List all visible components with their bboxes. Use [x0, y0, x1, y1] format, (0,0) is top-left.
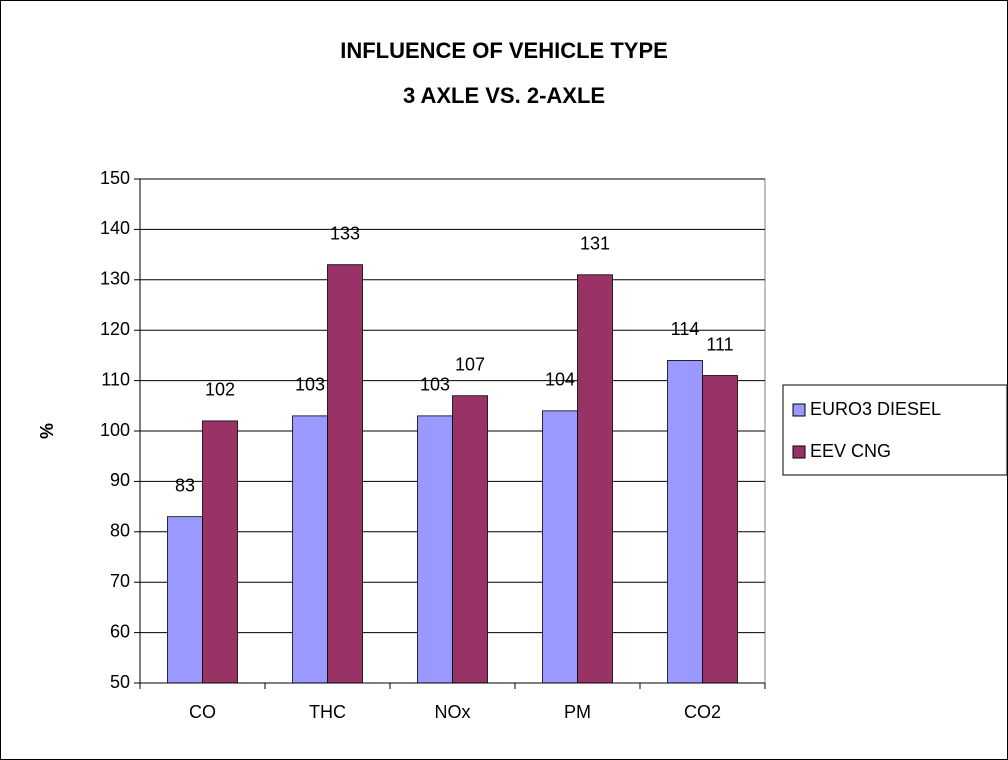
data-label: 111 [706, 334, 733, 354]
y-tick-label: 60 [110, 621, 130, 641]
bar [667, 360, 703, 684]
data-label: 103 [295, 375, 325, 395]
legend-swatch [792, 445, 806, 459]
data-label: 107 [455, 354, 485, 374]
y-tick-label: 50 [110, 672, 130, 692]
y-tick-label: 90 [110, 470, 130, 490]
legend-label: EURO3 DIESEL [810, 399, 941, 419]
y-tick-label: 120 [100, 319, 130, 339]
y-tick-label: 80 [110, 521, 130, 541]
x-tick-label: NOx [435, 702, 471, 722]
y-tick-label: 100 [100, 420, 130, 440]
y-axis-label: % [37, 423, 57, 439]
data-label: 104 [545, 370, 575, 390]
y-tick-label: 70 [110, 571, 130, 591]
legend-swatch [792, 403, 806, 417]
x-tick-label: PM [564, 702, 591, 722]
data-label: 103 [420, 375, 450, 395]
x-tick-label: THC [309, 702, 346, 722]
bar [452, 395, 488, 684]
bar [202, 420, 238, 684]
x-tick-label: CO [189, 702, 216, 722]
y-tick-label: 110 [101, 369, 130, 389]
bar [542, 410, 578, 684]
bar [577, 274, 613, 684]
x-tick-label: CO2 [684, 702, 721, 722]
legend-box [782, 384, 1008, 476]
data-label: 114 [671, 319, 700, 339]
bar [702, 375, 738, 684]
data-label: 83 [175, 475, 195, 495]
y-tick-label: 140 [100, 218, 130, 238]
chart-subtitle: 3 AXLE VS. 2-AXLE [403, 83, 605, 108]
bar [292, 415, 328, 684]
y-tick-label: 150 [100, 168, 130, 188]
data-label: 133 [330, 223, 360, 243]
bar [167, 516, 203, 684]
data-label: 102 [205, 380, 235, 400]
y-tick-label: 130 [100, 269, 130, 289]
bar [417, 415, 453, 684]
chart-title: INFLUENCE OF VEHICLE TYPE [340, 38, 668, 63]
legend-label: EEV CNG [810, 441, 891, 461]
bar [327, 264, 363, 684]
data-label: 131 [580, 234, 610, 254]
